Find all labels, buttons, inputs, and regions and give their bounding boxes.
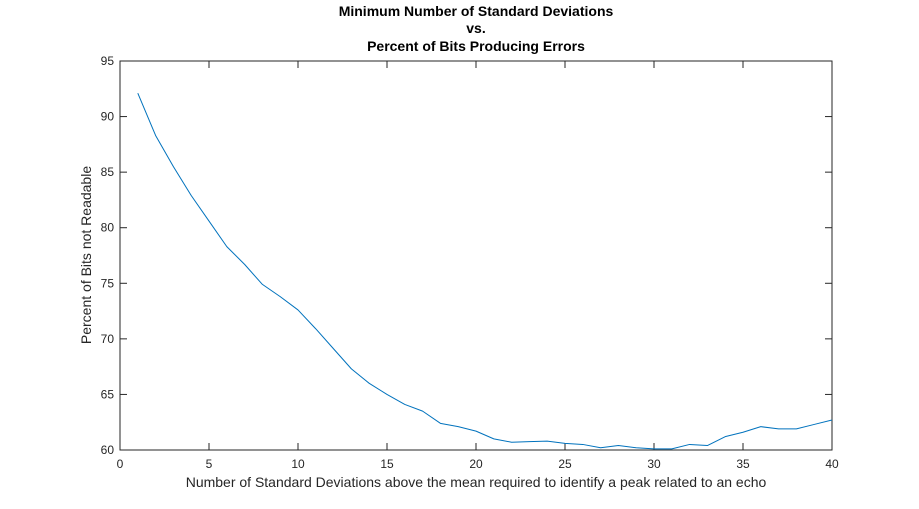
- y-tick-label: 80: [101, 221, 115, 235]
- y-tick-label: 60: [101, 443, 115, 457]
- y-tick-label: 85: [101, 165, 115, 179]
- x-tick-label: 35: [736, 457, 750, 471]
- y-axis: 60 65 70 75 80 85 90 95: [101, 54, 832, 457]
- y-tick-label: 75: [101, 276, 115, 290]
- x-tick-label: 0: [117, 457, 124, 471]
- series-layer: [137, 93, 833, 450]
- x-tick-label: 15: [380, 457, 394, 471]
- y-tick-label: 70: [101, 332, 115, 346]
- chart-title-line-2: vs.: [466, 20, 485, 36]
- x-axis-label: Number of Standard Deviations above the …: [186, 474, 767, 490]
- x-tick-label: 20: [469, 457, 483, 471]
- x-tick-label: 25: [558, 457, 572, 471]
- chart-title-line-1: Minimum Number of Standard Deviations: [339, 3, 614, 19]
- y-tick-label: 65: [101, 387, 115, 401]
- chart-title-line-3: Percent of Bits Producing Errors: [367, 38, 585, 54]
- series-line-1: [137, 93, 833, 450]
- y-axis-label: Percent of Bits not Readable: [78, 166, 94, 344]
- x-tick-label: 5: [206, 457, 213, 471]
- x-axis: 0 5 10 15 20 25 30 35 40: [117, 61, 839, 471]
- plot-area: [119, 60, 833, 451]
- x-tick-label: 40: [825, 457, 839, 471]
- y-tick-label: 95: [101, 54, 115, 68]
- x-tick-label: 30: [647, 457, 661, 471]
- x-tick-label: 10: [291, 457, 305, 471]
- y-tick-label: 90: [101, 110, 115, 124]
